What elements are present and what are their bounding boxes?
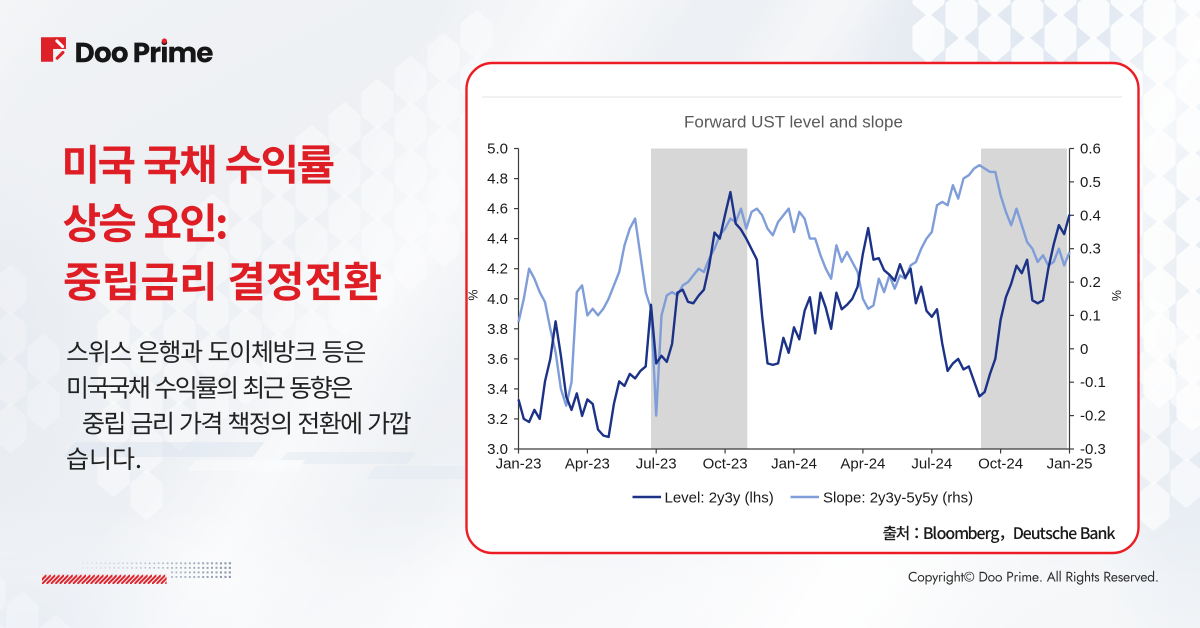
- svg-text:3.2: 3.2: [487, 411, 508, 428]
- svg-text:%: %: [1110, 290, 1124, 301]
- svg-text:Jul-24: Jul-24: [911, 456, 952, 473]
- svg-text:%: %: [467, 289, 481, 300]
- svg-text:4.4: 4.4: [487, 231, 508, 248]
- svg-text:4.0: 4.0: [487, 291, 508, 308]
- svg-text:3.0: 3.0: [487, 441, 508, 458]
- svg-text:4.8: 4.8: [487, 171, 508, 188]
- svg-text:-0.3: -0.3: [1080, 441, 1106, 458]
- svg-text:Level: 2y3y (lhs): Level: 2y3y (lhs): [665, 489, 774, 506]
- svg-text:3.4: 3.4: [487, 381, 508, 398]
- svg-text:3.8: 3.8: [487, 321, 508, 338]
- svg-text:0.3: 0.3: [1080, 241, 1101, 258]
- svg-text:5.0: 5.0: [487, 141, 508, 158]
- svg-text:-0.2: -0.2: [1080, 408, 1106, 425]
- svg-text:Oct-23: Oct-23: [703, 456, 748, 473]
- svg-text:0.1: 0.1: [1080, 307, 1101, 324]
- svg-text:Jan-25: Jan-25: [1047, 456, 1093, 473]
- svg-text:Forward UST level and slope: Forward UST level and slope: [684, 112, 903, 131]
- svg-text:0.4: 0.4: [1080, 207, 1101, 224]
- svg-text:Apr-24: Apr-24: [840, 456, 885, 473]
- svg-text:0: 0: [1080, 341, 1088, 358]
- svg-text:Oct-24: Oct-24: [978, 456, 1023, 473]
- svg-text:4.6: 4.6: [487, 201, 508, 218]
- svg-text:0.2: 0.2: [1080, 274, 1101, 291]
- svg-text:Jul-23: Jul-23: [636, 456, 677, 473]
- svg-text:0.6: 0.6: [1080, 141, 1101, 158]
- svg-text:0.5: 0.5: [1080, 174, 1101, 191]
- svg-text:4.2: 4.2: [487, 261, 508, 278]
- svg-text:Apr-23: Apr-23: [565, 456, 610, 473]
- svg-text:-0.1: -0.1: [1080, 374, 1106, 391]
- svg-text:Jan-23: Jan-23: [496, 456, 542, 473]
- svg-text:Slope: 2y3y-5y5y (rhs): Slope: 2y3y-5y5y (rhs): [823, 489, 973, 506]
- svg-text:3.6: 3.6: [487, 351, 508, 368]
- svg-text:Jan-24: Jan-24: [771, 456, 817, 473]
